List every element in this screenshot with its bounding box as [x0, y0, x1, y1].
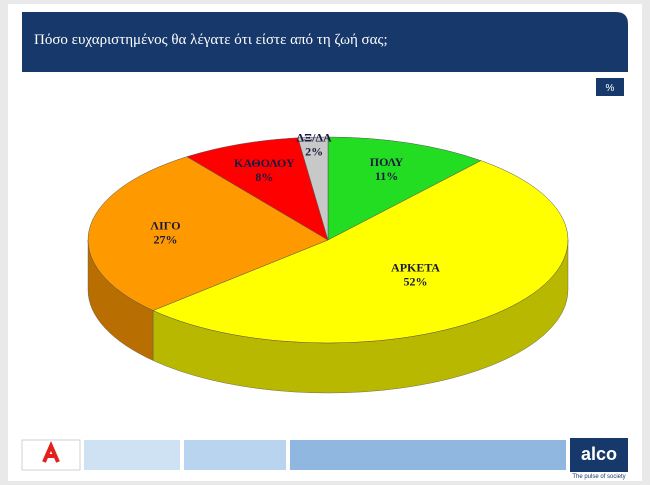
- chart-title: Πόσο ευχαριστημένος θα λέγατε ότι είστε …: [34, 32, 388, 48]
- slice: [297, 136, 329, 241]
- brand: alco: [581, 444, 617, 464]
- footer-stripe: [84, 440, 180, 470]
- slice: [87, 156, 329, 311]
- slice-value-label: 8%: [255, 170, 273, 184]
- unit-badge: [596, 78, 624, 96]
- brand-box: [570, 438, 628, 472]
- slice-value-label: 11%: [375, 169, 398, 183]
- slice-value-label: 2%: [305, 144, 323, 158]
- logo-box: [21, 439, 81, 471]
- slice-label: ΑΡΚΕΤΑ: [391, 260, 440, 274]
- slice-label: ΛΙΓΟ: [150, 218, 180, 232]
- slice-label: ΚΑΘΟΛΟΥ: [234, 156, 295, 170]
- channel-logo: [42, 441, 60, 463]
- slice-value-label: 27%: [154, 232, 178, 246]
- slice: [186, 137, 329, 241]
- brand-tagline: The pulse of society: [572, 474, 625, 480]
- header-bar: [22, 12, 628, 72]
- footer: alco The pulse of society: [21, 438, 628, 480]
- footer-stripe: [290, 440, 566, 470]
- footer-stripe: [184, 440, 286, 470]
- slice-value-label: 52%: [403, 274, 427, 288]
- slice-label: ΔΞ/ΔΑ: [297, 130, 333, 144]
- unit-label: %: [606, 83, 615, 94]
- slice-label: ΠΟΛΥ: [370, 155, 404, 169]
- slice: [152, 160, 569, 344]
- slice: [327, 136, 482, 241]
